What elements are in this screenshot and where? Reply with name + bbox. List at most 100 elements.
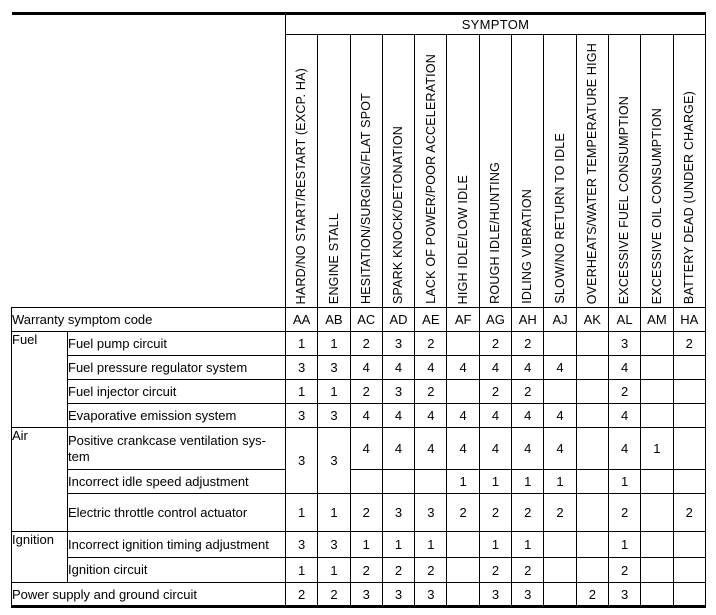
row-label: Incorrect ignition timing adjustment (67, 531, 286, 558)
value-cell (672, 427, 707, 470)
value-cell: 3 (284, 531, 319, 558)
corner-blank-cell (11, 12, 286, 308)
value-cell: 2 (317, 582, 351, 608)
value-cell (640, 493, 674, 532)
value-cell: 2 (414, 379, 448, 404)
group-label-fuel: Fuel (11, 331, 68, 428)
value-cell: 1 (414, 531, 448, 558)
value-cell (640, 531, 674, 558)
value-cell: 3 (511, 582, 545, 608)
value-cell: 2 (607, 379, 642, 404)
value-cell (640, 557, 674, 583)
group-label-air: Air (11, 427, 68, 532)
value-cell (575, 531, 609, 558)
value-cell (575, 403, 609, 428)
value-cell (672, 379, 707, 404)
value-cell: 4 (446, 355, 480, 380)
value-cell (640, 355, 674, 380)
value-cell: 2 (607, 557, 642, 583)
value-cell: 1 (284, 557, 319, 583)
column-header-aj: SLOW/NO RETURN TO IDLE (543, 34, 577, 308)
value-cell: 4 (478, 355, 513, 380)
table-row-power-supply-ground: Power supply and ground circuit 2 2 3 3 … (11, 582, 707, 608)
value-cell (672, 403, 707, 428)
value-cell: 1 (543, 469, 577, 494)
value-cell (640, 331, 674, 356)
value-cell (349, 469, 383, 494)
value-cell: 4 (607, 403, 642, 428)
table-wrapper: SYMPTOM HARD/NO START/RESTART (EXCP. HA)… (11, 12, 707, 608)
value-cell: 4 (381, 403, 416, 428)
value-cell: 4 (543, 403, 577, 428)
row-label: Fuel injector circuit (67, 379, 286, 404)
table-row-evaporative-emission: Evaporative emission system 3 3 4 4 4 4 … (12, 403, 707, 428)
value-cell (640, 469, 674, 494)
value-cell: 4 (414, 355, 448, 380)
value-cell: 2 (349, 379, 383, 404)
warranty-code-cell: AD (381, 307, 416, 332)
value-cell (640, 403, 674, 428)
column-header-label: HIGH IDLE/LOW IDLE (455, 174, 470, 304)
warranty-code-cell: AB (317, 307, 351, 332)
column-header-ad: SPARK KNOCK/DETONATION (381, 34, 416, 308)
column-header-label: EXCESSIVE OIL CONSUMPTION (649, 107, 664, 304)
value-cell: 2 (414, 331, 448, 356)
row-label: Electric throttle control actuator (67, 493, 286, 532)
warranty-row-label: Warranty symptom code (11, 307, 286, 332)
value-cell: 3 (381, 331, 416, 356)
table-row-fuel-injector-circuit: Fuel injector circuit 1 1 2 3 2 2 2 2 (12, 379, 707, 404)
warranty-code-cell: HA (672, 307, 707, 332)
value-cell: 4 (478, 427, 513, 470)
row-label: Evaporative emission system (67, 403, 286, 428)
value-cell (543, 331, 577, 356)
value-cell (672, 469, 707, 494)
value-cell: 1 (607, 469, 642, 494)
value-cell: 2 (349, 557, 383, 583)
row-label: Ignition circuit (67, 557, 286, 583)
value-cell (381, 469, 416, 494)
value-cell (446, 582, 480, 608)
value-cell: 1 (284, 493, 319, 532)
column-header-ag: ROUGH IDLE/HUNTING (478, 34, 513, 308)
table-row-electric-throttle-actuator: Electric throttle control actuator 1 1 2… (12, 493, 707, 532)
table-row-idle-speed-adjustment: Incorrect idle speed adjustment 1 1 1 1 … (12, 469, 707, 494)
value-cell: 2 (478, 493, 513, 532)
row-label: Fuel pump circuit (67, 331, 286, 356)
row-label: Incorrect idle speed adjustment (67, 469, 286, 494)
column-header-al: EXCESSIVE FUEL CONSUMPTION (607, 34, 642, 308)
value-cell: 1 (284, 331, 319, 356)
value-cell: 3 (317, 355, 351, 380)
value-cell: 2 (511, 493, 545, 532)
value-cell: 3 (414, 493, 448, 532)
column-header-label: SLOW/NO RETURN TO IDLE (552, 133, 567, 304)
value-cell: 4 (607, 427, 642, 470)
value-cell: 2 (446, 493, 480, 532)
value-cell: 4 (511, 355, 545, 380)
value-cell (414, 469, 448, 494)
column-header-ak: OVERHEATS/WATER TEMPERATURE HIGH (575, 34, 609, 308)
value-cell: 3 (317, 403, 351, 428)
value-cell: 2 (607, 493, 642, 532)
value-cell (575, 493, 609, 532)
value-cell: 3 (381, 379, 416, 404)
value-cell: 1 (317, 331, 351, 356)
value-cell (543, 531, 577, 558)
column-header-am: EXCESSIVE OIL CONSUMPTION (640, 34, 674, 308)
column-header-ab: ENGINE STALL (317, 34, 351, 308)
value-cell: 1 (511, 469, 545, 494)
value-cell: 1 (381, 531, 416, 558)
value-cell: 4 (543, 355, 577, 380)
column-header-label: OVERHEATS/WATER TEMPERATURE HIGH (585, 42, 600, 304)
column-header-label: LACK OF POWER/POOR ACCELERATION (423, 54, 438, 304)
symptom-banner: SYMPTOM (285, 12, 706, 35)
warranty-code-cell: AK (575, 307, 609, 332)
value-cell (575, 427, 609, 470)
value-cell (672, 531, 707, 558)
value-cell: 4 (511, 427, 545, 470)
value-cell: 1 (640, 427, 674, 470)
value-cell (543, 557, 577, 583)
table-row-ignition-circuit: Ignition circuit 1 1 2 2 2 2 2 2 (12, 557, 707, 583)
value-cell-merged: 3 (317, 427, 351, 494)
value-cell: 4 (381, 427, 416, 470)
table-row-fuel-pressure-regulator: Fuel pressure regulator system 3 3 4 4 4… (12, 355, 707, 380)
